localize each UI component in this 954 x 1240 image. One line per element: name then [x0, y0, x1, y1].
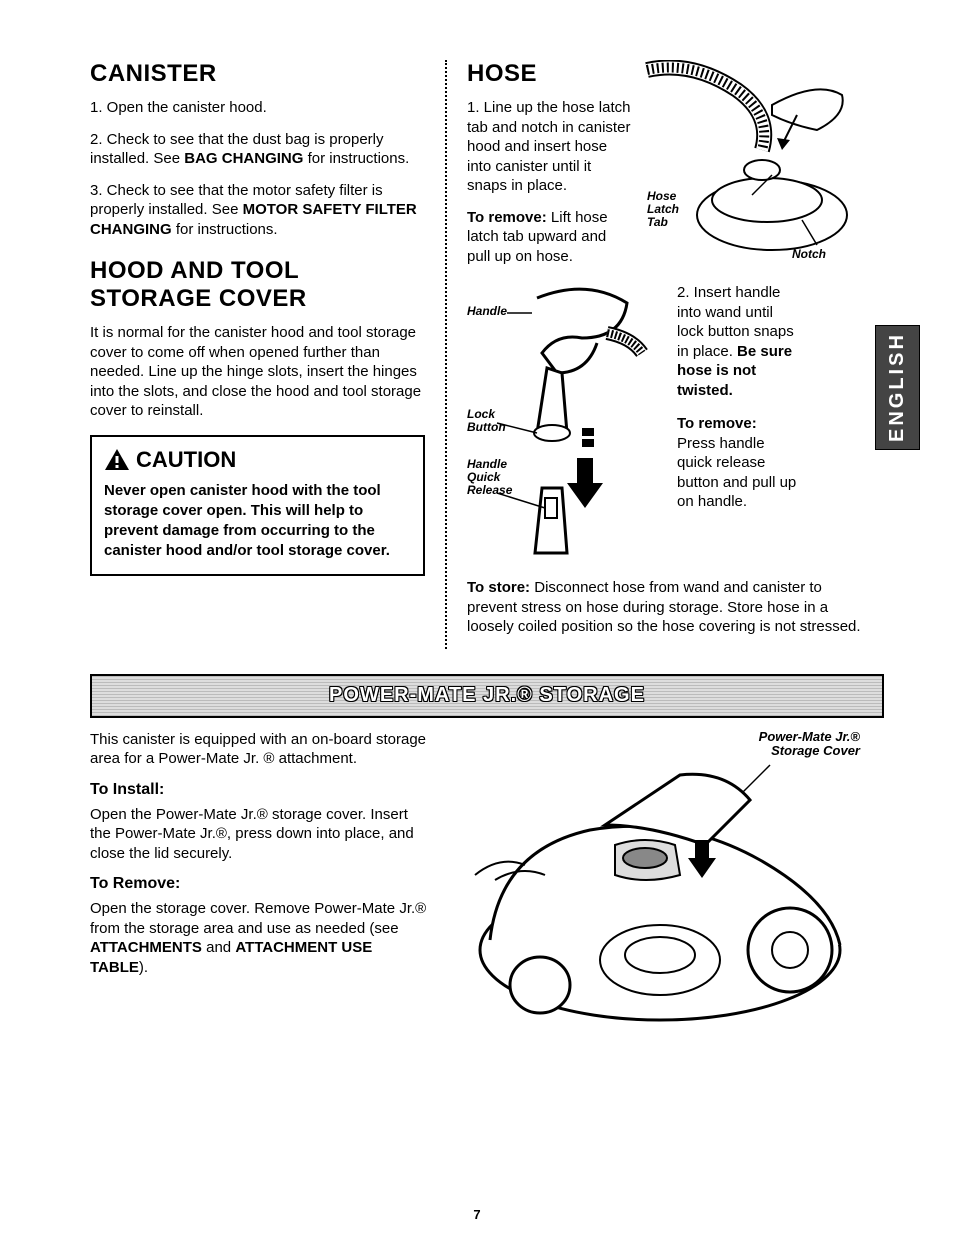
english-side-tab: ENGLISH	[875, 325, 920, 450]
label: To remove:	[677, 415, 757, 432]
remove-heading: To Remove:	[90, 875, 430, 893]
callout-handle: Handle	[467, 305, 507, 318]
hose-step2-row: Handle Lock Button Handle Quick Release …	[467, 283, 865, 563]
hose-step2: 2. Insert handle into wand until lock bu…	[677, 283, 797, 400]
caution-title: CAUTION	[136, 447, 236, 473]
caution-title-row: CAUTION	[104, 447, 411, 473]
text: ).	[139, 959, 148, 976]
top-columns: CANISTER 1. Open the canister hood. 2. C…	[90, 60, 884, 649]
english-tab-text: ENGLISH	[876, 326, 919, 449]
label: To remove:	[467, 209, 547, 226]
storage-banner: POWER-MATE JR.® STORAGE	[90, 674, 884, 718]
page-number: 7	[0, 1207, 954, 1222]
hose-step2-text: 2. Insert handle into wand until lock bu…	[677, 283, 797, 563]
figure-hose-insert: Hose Latch Tab Notch	[642, 60, 852, 260]
canister-step1: 1. Open the canister hood.	[90, 98, 425, 118]
hose-store: To store: Disconnect hose from wand and …	[467, 578, 865, 637]
callout-quick-release: Handle Quick Release	[467, 458, 522, 498]
hood-heading: HOOD AND TOOL STORAGE COVER	[90, 257, 425, 313]
hose-remove2: To remove: Press handle quick release bu…	[677, 414, 797, 512]
install-body: Open the Power-Mate Jr.® storage cover. …	[90, 805, 430, 864]
bold-ref: BAG CHANGING	[184, 150, 303, 167]
hood-body: It is normal for the canister hood and t…	[90, 323, 425, 421]
callout-hose-latch-tab: Hose Latch Tab	[647, 190, 697, 230]
hose-step1: 1. Line up the hose latch tab and notch …	[467, 98, 632, 196]
text: for instructions.	[303, 150, 409, 167]
hose-step1-text: HOSE 1. Line up the hose latch tab and n…	[467, 60, 632, 278]
figure-canister-storage	[450, 730, 870, 1050]
caution-box: CAUTION Never open canister hood with th…	[90, 435, 425, 576]
canister-step2: 2. Check to see that the dust bag is pro…	[90, 130, 425, 169]
caution-body: Never open canister hood with the tool s…	[104, 481, 411, 562]
warning-triangle-icon	[104, 448, 130, 472]
text: Press handle quick release button and pu…	[677, 435, 796, 511]
canister-heading: CANISTER	[90, 60, 425, 88]
storage-section: This canister is equipped with an on-boa…	[90, 730, 884, 1050]
callout-notch: Notch	[792, 248, 826, 261]
callout-lock-button: Lock Button	[467, 408, 512, 434]
left-column: CANISTER 1. Open the canister hood. 2. C…	[90, 60, 445, 649]
hose-step1-row: HOSE 1. Line up the hose latch tab and n…	[467, 60, 865, 278]
hose-insert-illustration	[642, 60, 852, 260]
storage-text-column: This canister is equipped with an on-boa…	[90, 730, 430, 1050]
text: for instructions.	[172, 221, 278, 238]
remove-body: Open the storage cover. Remove Power-Mat…	[90, 899, 430, 977]
bold: ATTACHMENTS	[90, 939, 202, 956]
install-heading: To Install:	[90, 781, 430, 799]
hose-heading: HOSE	[467, 60, 632, 88]
right-column: ENGLISH HOSE 1. Line up the hose latch t…	[445, 60, 865, 649]
canister-storage-illustration	[450, 730, 870, 1050]
text: and	[202, 939, 235, 956]
storage-intro: This canister is equipped with an on-boa…	[90, 730, 430, 769]
storage-figure-column: Power-Mate Jr.® Storage Cover	[450, 730, 880, 1050]
hose-remove1: To remove: Lift hose latch tab upward an…	[467, 208, 632, 267]
storage-banner-text: POWER-MATE JR.® STORAGE	[329, 684, 645, 707]
canister-step3: 3. Check to see that the motor safety fi…	[90, 181, 425, 240]
label: To store:	[467, 579, 530, 596]
text: Open the storage cover. Remove Power-Mat…	[90, 900, 426, 937]
figure-wand-handle: Handle Lock Button Handle Quick Release	[467, 283, 667, 563]
